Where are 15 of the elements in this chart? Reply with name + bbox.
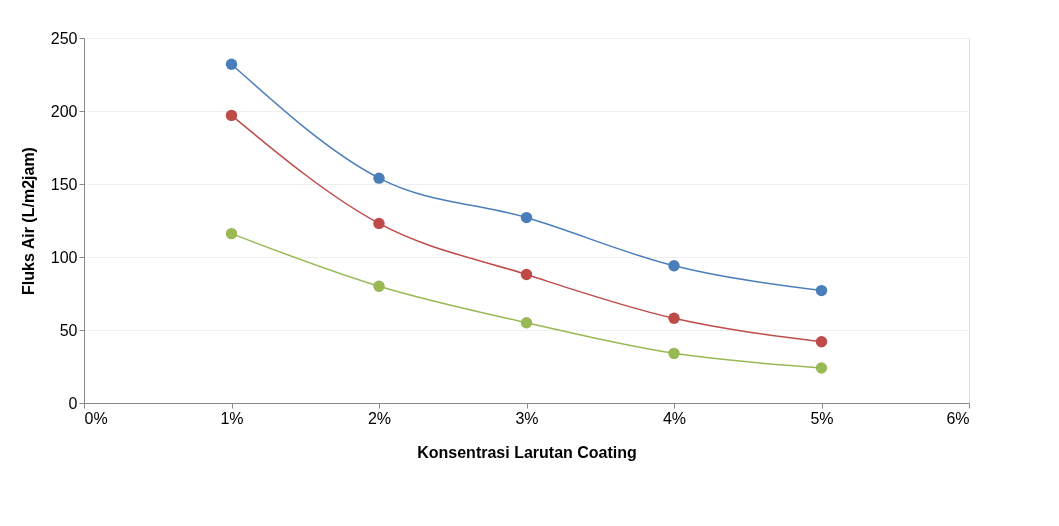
y-tick-label: 100 (50, 248, 78, 266)
y-tick-label: 200 (50, 102, 78, 120)
x-tick-label: 5% (810, 409, 834, 427)
x-tick-label: 4% (662, 409, 687, 427)
y-tick-label: 250 (50, 29, 78, 47)
x-tick-label: 1% (220, 409, 244, 427)
x-tick-label: 6% (946, 409, 970, 427)
x-axis-title: Konsentrasi Larutan Coating (417, 443, 637, 461)
x-tick-label: 3% (515, 409, 539, 427)
y-tick-label: 0 (68, 394, 78, 412)
y-tick-label: 150 (50, 175, 78, 193)
y-axis-title: Fluks Air (L/m2jam) (19, 147, 37, 295)
y-tick-label: 50 (59, 321, 78, 339)
x-tick-label: 2% (367, 409, 392, 427)
x-tick-label: 0% (84, 409, 108, 427)
